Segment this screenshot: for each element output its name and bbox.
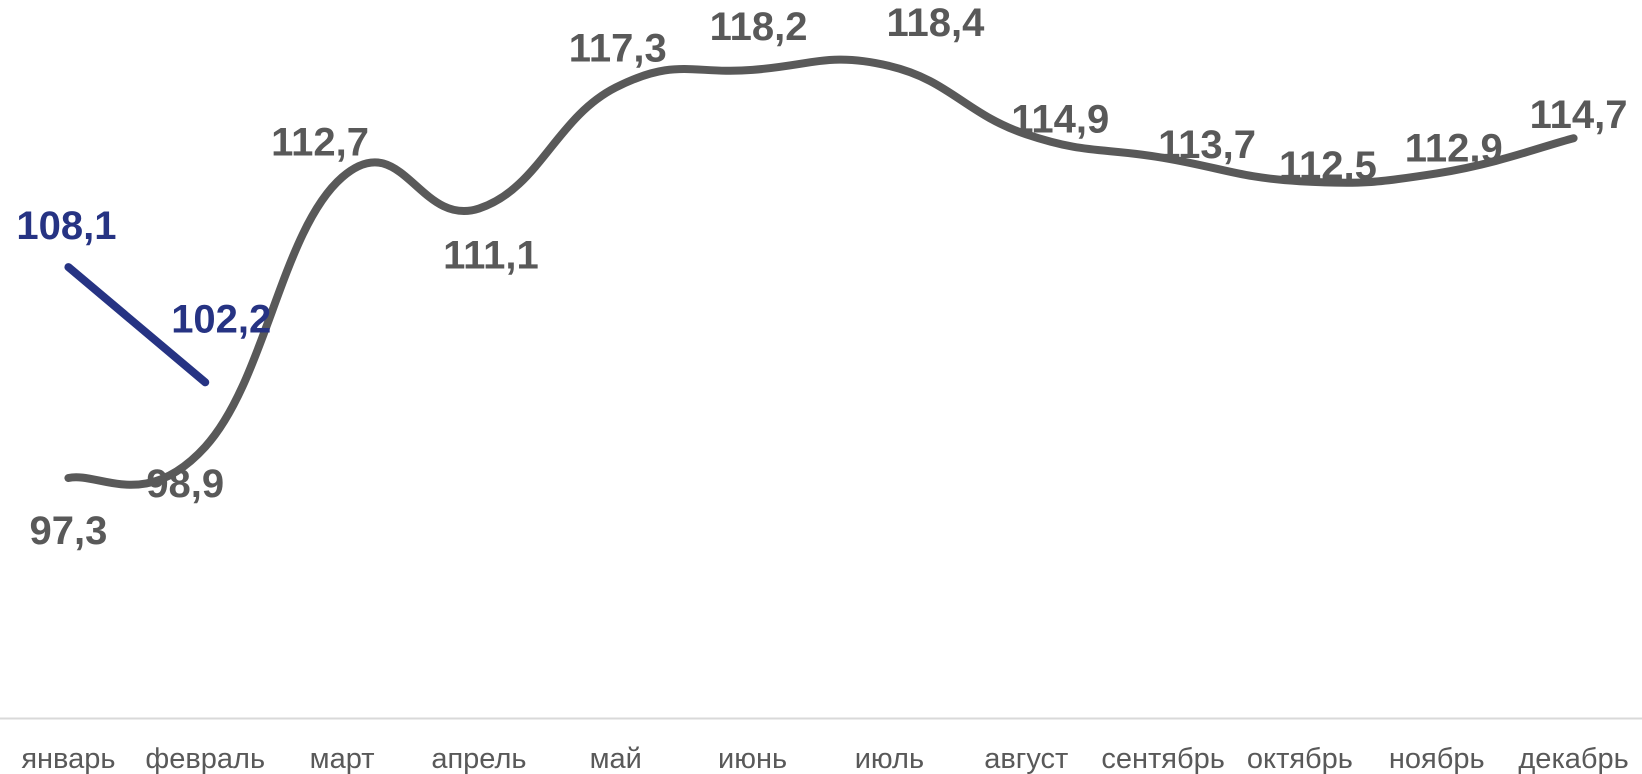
x-tick-label: июль: [855, 743, 924, 774]
series-1-data-label: 117,3: [569, 26, 667, 70]
x-tick-label: июнь: [718, 743, 787, 774]
series-1-data-label: 112,7: [271, 120, 369, 164]
series-1-data-label: 113,7: [1158, 123, 1256, 167]
series-1-data-label: 118,4: [886, 1, 985, 45]
x-tick-label: январь: [21, 743, 115, 774]
series-1-data-label: 112,9: [1405, 126, 1503, 170]
series-1-data-label: 114,7: [1530, 93, 1628, 137]
series-1-data-label: 114,9: [1011, 97, 1109, 141]
x-tick-labels: январь февраль март апрель май июнь июль август…: [21, 743, 1628, 774]
x-tick-label: февраль: [145, 743, 265, 774]
x-tick-label: май: [590, 743, 642, 774]
series-layer: [64, 55, 1578, 489]
series-1-line: [64, 55, 1578, 489]
x-tick-label: декабрь: [1518, 743, 1628, 774]
x-tick-label: октябрь: [1247, 743, 1353, 774]
data-labels-layer: 97,3 98,9 112,7 111,1 117,3 118,2 118,4 114,9 11…: [16, 1, 1627, 553]
series-1-data-label: 118,2: [710, 5, 808, 49]
x-tick-label: март: [310, 743, 375, 774]
series-1-data-label: 98,9: [146, 462, 224, 506]
series-1-data-label: 112,5: [1279, 144, 1377, 188]
series-1-data-label: 97,3: [29, 509, 107, 553]
series-2-data-label: 108,1: [16, 204, 116, 248]
series-2-data-label: 102,2: [171, 297, 271, 341]
series-2-line: [64, 263, 210, 387]
x-tick-label: август: [984, 743, 1068, 774]
x-tick-label: ноябрь: [1389, 743, 1485, 774]
series-1-data-label: 111,1: [443, 234, 539, 278]
x-tick-label: сентябрь: [1101, 743, 1224, 774]
x-tick-label: апрель: [431, 743, 526, 774]
